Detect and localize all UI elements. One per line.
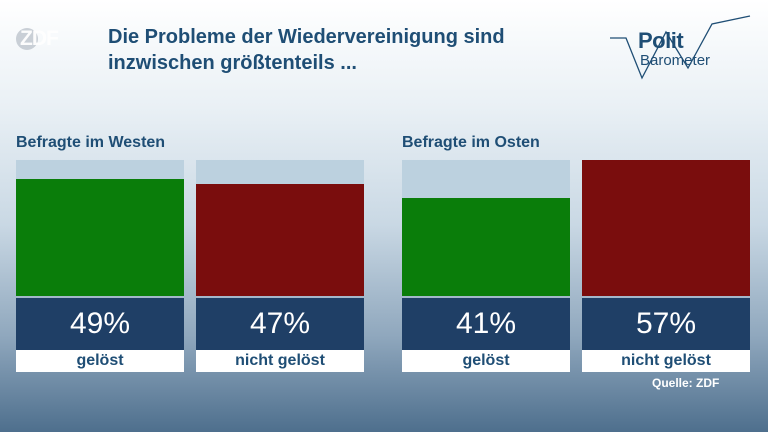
category-label: gelöst <box>402 350 570 372</box>
bar-track <box>402 160 570 296</box>
brand-line1: Polit <box>638 28 684 53</box>
zdf-logo-text: ZDF <box>20 27 59 50</box>
bar-geloest <box>402 198 570 296</box>
source-note: Quelle: ZDF <box>652 376 720 390</box>
chart-panel-east: Befragte im Osten 41% 57% gelöst nicht g… <box>402 130 754 372</box>
bar-track <box>196 160 364 296</box>
bar-nicht-geloest <box>582 160 750 296</box>
panel-title: Befragte im Osten <box>402 134 540 151</box>
bar-track <box>16 160 184 296</box>
value-label: 57% <box>582 298 750 350</box>
chart-panel-west: Befragte im Westen 49% 47% gelöst nicht … <box>16 130 368 372</box>
category-label: nicht gelöst <box>582 350 750 372</box>
politbarometer-logo: Polit Barometer <box>604 12 754 82</box>
value-label: 41% <box>402 298 570 350</box>
zdf-logo: ZDF <box>16 26 76 52</box>
value-label: 49% <box>16 298 184 350</box>
value-label: 47% <box>196 298 364 350</box>
brand-line2: Barometer <box>640 52 711 69</box>
category-label: nicht gelöst <box>196 350 364 372</box>
bar-nicht-geloest <box>196 183 364 296</box>
bar-geloest <box>16 179 184 296</box>
bar-track <box>582 160 750 296</box>
category-label: gelöst <box>16 350 184 372</box>
chart-title: Die Probleme der Wiedervereinigung sind … <box>108 26 505 74</box>
panel-title: Befragte im Westen <box>16 134 166 151</box>
politbarometer-zigzag-icon <box>610 15 751 80</box>
zdf-logo-ring <box>16 28 38 50</box>
